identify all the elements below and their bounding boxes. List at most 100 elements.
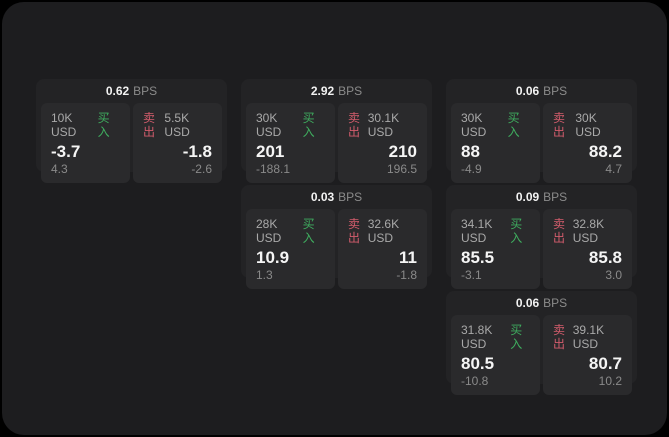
quote-cards-grid: 0.62 BPS 10K USD 买入 -3.7 4.3 卖出 5.5K USD…: [36, 79, 637, 395]
buy-amount: 30K USD: [256, 111, 282, 139]
quote-card: 2.92 BPS 30K USD 买入 201 -188.1 卖出 30.1K …: [241, 79, 432, 183]
quote-card: 0.03 BPS 28K USD 买入 10.9 1.3 卖出 32.6K US…: [241, 185, 432, 289]
sell-amount: 5.5K USD: [164, 111, 190, 139]
buy-tile-top: 28K USD 买入: [256, 217, 325, 245]
sell-tile[interactable]: 卖出 5.5K USD -1.8 -2.6: [133, 103, 222, 183]
buy-tile-top: 30K USD 买入: [256, 111, 325, 139]
sell-change: 3.0: [605, 268, 622, 282]
bps-unit: BPS: [543, 296, 568, 310]
quote-card: 0.06 BPS 31.8K USD 买入 80.5 -10.8 卖出 39.1…: [446, 291, 637, 395]
card-body: 30K USD 买入 201 -188.1 卖出 30.1K USD 210 1…: [241, 103, 432, 188]
card-body: 30K USD 买入 88 -4.9 卖出 30K USD 88.2 4.7: [446, 103, 637, 188]
buy-change: 4.3: [51, 162, 68, 176]
sell-label: 卖出: [143, 111, 156, 139]
card-body: 31.8K USD 买入 80.5 -10.8 卖出 39.1K USD 80.…: [446, 315, 637, 400]
bps-value: 0.06: [515, 296, 540, 310]
quote-card: 0.06 BPS 30K USD 买入 88 -4.9 卖出 30K USD 8…: [446, 79, 637, 183]
bps-value: 2.92: [310, 84, 335, 98]
sell-tile[interactable]: 卖出 30K USD 88.2 4.7: [543, 103, 632, 183]
buy-tile[interactable]: 34.1K USD 买入 85.5 -3.1: [451, 209, 540, 289]
card-body: 10K USD 买入 -3.7 4.3 卖出 5.5K USD -1.8 -2.…: [36, 103, 227, 188]
sell-label: 卖出: [348, 111, 361, 139]
sell-price: 210: [388, 142, 417, 161]
sell-price: -1.8: [182, 142, 212, 161]
sell-change: -1.8: [396, 268, 417, 282]
sell-change: 4.7: [605, 162, 622, 176]
bps-value: 0.62: [105, 84, 130, 98]
buy-label: 买入: [510, 217, 523, 245]
sell-tile-top: 卖出 32.6K USD: [348, 217, 417, 245]
buy-tile[interactable]: 30K USD 买入 88 -4.9: [451, 103, 540, 183]
buy-amount: 10K USD: [51, 111, 77, 139]
card-header: 0.06 BPS: [446, 79, 637, 103]
quote-card: 0.09 BPS 34.1K USD 买入 85.5 -3.1 卖出 32.8K…: [446, 185, 637, 289]
buy-label: 买入: [97, 111, 110, 139]
buy-label: 买入: [302, 111, 315, 139]
buy-tile[interactable]: 10K USD 买入 -3.7 4.3: [41, 103, 130, 183]
sell-tile-top: 卖出 32.8K USD: [553, 217, 622, 245]
bps-value: 0.09: [515, 190, 540, 204]
sell-change: 196.5: [386, 162, 417, 176]
sell-amount: 32.8K USD: [572, 217, 605, 245]
sell-tile[interactable]: 卖出 30.1K USD 210 196.5: [338, 103, 427, 183]
buy-price: -3.7: [51, 142, 81, 161]
buy-label: 买入: [302, 217, 315, 245]
buy-tile[interactable]: 28K USD 买入 10.9 1.3: [246, 209, 335, 289]
sell-price: 85.8: [588, 248, 622, 267]
bps-unit: BPS: [338, 84, 363, 98]
buy-amount: 30K USD: [461, 111, 487, 139]
buy-change: -3.1: [461, 268, 482, 282]
sell-tile-top: 卖出 39.1K USD: [553, 323, 622, 351]
sell-amount: 32.6K USD: [367, 217, 400, 245]
buy-change: -10.8: [461, 374, 489, 388]
card-header: 0.06 BPS: [446, 291, 637, 315]
sell-tile-top: 卖出 5.5K USD: [143, 111, 212, 139]
bps-unit: BPS: [338, 190, 363, 204]
buy-price: 10.9: [256, 248, 290, 267]
buy-amount: 31.8K USD: [461, 323, 493, 351]
sell-tile[interactable]: 卖出 39.1K USD 80.7 10.2: [543, 315, 632, 395]
buy-price: 80.5: [461, 354, 495, 373]
buy-price: 85.5: [461, 248, 495, 267]
buy-change: -4.9: [461, 162, 482, 176]
sell-tile-top: 卖出 30K USD: [553, 111, 622, 139]
card-body: 34.1K USD 买入 85.5 -3.1 卖出 32.8K USD 85.8…: [446, 209, 637, 294]
buy-price: 88: [461, 142, 480, 161]
buy-amount: 28K USD: [256, 217, 282, 245]
buy-label: 买入: [507, 111, 520, 139]
bps-unit: BPS: [133, 84, 158, 98]
buy-tile-top: 30K USD 买入: [461, 111, 530, 139]
sell-price: 88.2: [588, 142, 622, 161]
card-header: 2.92 BPS: [241, 79, 432, 103]
buy-tile[interactable]: 30K USD 买入 201 -188.1: [246, 103, 335, 183]
sell-price: 11: [399, 248, 417, 267]
card-header: 0.62 BPS: [36, 79, 227, 103]
sell-label: 卖出: [553, 323, 566, 351]
buy-change: 1.3: [256, 268, 273, 282]
buy-change: -188.1: [256, 162, 291, 176]
bps-value: 0.03: [310, 190, 335, 204]
card-header: 0.09 BPS: [446, 185, 637, 209]
card-header: 0.03 BPS: [241, 185, 432, 209]
sell-amount: 30.1K USD: [367, 111, 400, 139]
sell-price: 80.7: [588, 354, 622, 373]
sell-label: 卖出: [348, 217, 361, 245]
buy-tile-top: 10K USD 买入: [51, 111, 120, 139]
buy-tile-top: 31.8K USD 买入: [461, 323, 530, 351]
buy-tile[interactable]: 31.8K USD 买入 80.5 -10.8: [451, 315, 540, 395]
sell-tile-top: 卖出 30.1K USD: [348, 111, 417, 139]
sell-tile[interactable]: 卖出 32.6K USD 11 -1.8: [338, 209, 427, 289]
bps-value: 0.06: [515, 84, 540, 98]
sell-amount: 39.1K USD: [572, 323, 605, 351]
buy-price: 201: [256, 142, 285, 161]
buy-tile-top: 34.1K USD 买入: [461, 217, 530, 245]
buy-label: 买入: [510, 323, 523, 351]
sell-change: -2.6: [191, 162, 212, 176]
bps-unit: BPS: [543, 84, 568, 98]
card-body: 28K USD 买入 10.9 1.3 卖出 32.6K USD 11 -1.8: [241, 209, 432, 294]
buy-amount: 34.1K USD: [461, 217, 493, 245]
sell-tile[interactable]: 卖出 32.8K USD 85.8 3.0: [543, 209, 632, 289]
sell-change: 10.2: [598, 374, 622, 388]
sell-label: 卖出: [553, 217, 566, 245]
bps-unit: BPS: [543, 190, 568, 204]
